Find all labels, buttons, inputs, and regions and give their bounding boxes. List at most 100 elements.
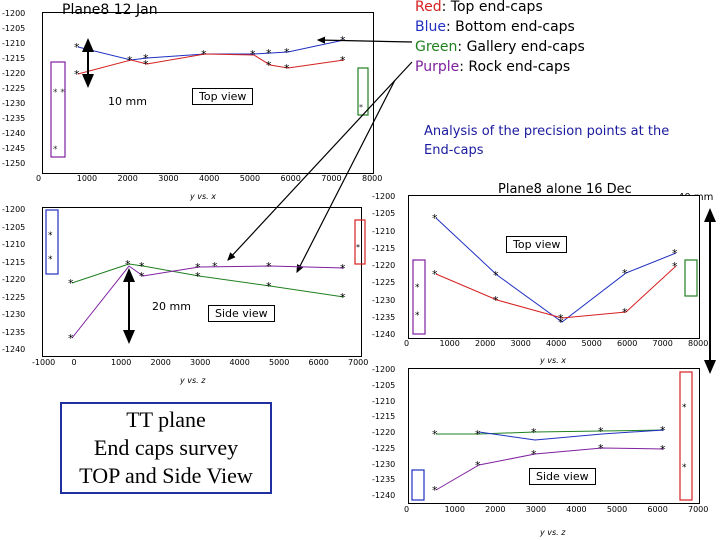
legend-purple-prefix: Purple — [415, 59, 460, 75]
svg-text:*: * — [201, 48, 207, 61]
svg-text:*: * — [475, 428, 481, 441]
legend-purple: Purple: Rock end-caps — [415, 59, 570, 75]
x-tick-label: 1000 — [111, 358, 132, 367]
p3-purple-highlight — [412, 259, 426, 335]
p2-axis-title: y vs. z — [180, 376, 206, 385]
svg-text:*: * — [415, 283, 420, 293]
p3-green-highlight — [684, 259, 698, 297]
plot-top-view-16dec — [408, 195, 700, 339]
x-tick-label: 0 — [404, 339, 410, 348]
svg-text:*: * — [340, 262, 346, 275]
svg-text:*: * — [475, 459, 481, 472]
x-tick-label: 2000 — [150, 358, 171, 367]
y-tick-label: -1240 — [372, 330, 396, 339]
tt-plane-box: TT plane End caps survey TOP and Side Vi… — [60, 402, 272, 494]
p2-purple-series — [71, 265, 345, 339]
legend-red-text: : Top end-caps — [441, 0, 543, 15]
y-tick-label: -1205 — [2, 222, 26, 232]
tt-box-line3: TOP and Side View — [79, 463, 253, 488]
svg-text:*: * — [359, 103, 363, 112]
y-tick-label: -1240 — [2, 129, 26, 138]
x-tick-label: 0 — [36, 174, 42, 183]
x-tick-label: 8000 — [688, 339, 709, 348]
p3-axis-title: y vs. x — [540, 356, 566, 365]
p2-markers: ** ** ** *** * * * — [68, 258, 346, 345]
svg-text:*: * — [432, 484, 438, 497]
y-tick-label: -1200 — [2, 9, 26, 18]
svg-text:*: * — [682, 463, 687, 473]
x-tick-label: 7000 — [688, 505, 709, 514]
label-10mm: 10 mm — [108, 95, 147, 108]
p4-red-highlight — [679, 371, 693, 501]
y-tick-label: -1205 — [2, 24, 26, 33]
y-tick-label: -1210 — [372, 226, 396, 236]
x-tick-label: 4000 — [199, 174, 220, 183]
x-tick-label: 2000 — [475, 339, 496, 348]
x-tick-label: 2000 — [117, 174, 138, 183]
svg-text:*: * — [266, 59, 272, 72]
y-tick-label: -1200 — [372, 365, 396, 374]
y-tick-label: -1205 — [372, 380, 396, 390]
p1-red-series — [77, 53, 345, 75]
x-tick-label: 5000 — [606, 505, 628, 514]
x-tick-label: -1000 — [32, 358, 56, 367]
svg-text:*: * — [284, 62, 290, 75]
x-tick-label: 7000 — [348, 358, 369, 367]
y-tick-label: -1235 — [2, 114, 26, 123]
svg-text:*: * — [558, 316, 564, 329]
svg-text:*: * — [432, 268, 438, 281]
p1-purple-highlight — [50, 61, 66, 158]
p4-purple-series — [435, 447, 665, 491]
svg-text:*: * — [74, 41, 80, 54]
y-tick-label: -1200 — [2, 205, 26, 214]
p4-blue-highlight — [411, 469, 425, 501]
label-20mm: 20 mm — [152, 300, 191, 313]
svg-text:*: * — [48, 255, 53, 265]
x-tick-label: 3000 — [190, 358, 211, 367]
p2-red-highlight — [354, 219, 366, 265]
y-tick-label: -1230 — [2, 99, 26, 108]
p3-markers: ***** *** ** — [432, 212, 678, 329]
y-tick-label: -1230 — [372, 295, 396, 305]
x-tick-label: 4000 — [229, 358, 250, 367]
side-view-label-1: Side view — [208, 305, 275, 322]
p4-green-series — [436, 429, 665, 435]
y-tick-label: -1225 — [2, 292, 26, 302]
svg-text:*: * — [356, 243, 360, 252]
y-tick-label: -1215 — [372, 412, 396, 422]
x-tick-label: 0 — [404, 505, 410, 514]
x-tick-label: 3000 — [158, 174, 179, 183]
legend-green-text: : Gallery end-caps — [457, 39, 585, 55]
svg-text:*: * — [672, 247, 678, 260]
x-tick-label: 5000 — [581, 339, 602, 348]
legend-green-prefix: Green — [415, 39, 458, 55]
y-tick-label: -1215 — [372, 243, 396, 253]
svg-text:*: * — [266, 280, 272, 293]
x-tick-label: 6000 — [647, 505, 668, 514]
y-tick-label: -1215 — [2, 257, 26, 267]
svg-text:*: * — [284, 46, 290, 59]
arrow-to-p1 — [316, 36, 413, 44]
legend-blue-prefix: Blue — [415, 19, 446, 35]
legend-purple-text: : Rock end-caps — [459, 59, 571, 75]
y-tick-label: -1210 — [2, 39, 26, 48]
y-tick-label: -1250 — [2, 159, 26, 168]
legend-blue: Blue: Bottom end-caps — [415, 19, 575, 35]
y-tick-label: -1240 — [2, 345, 26, 354]
y-tick-label: -1225 — [372, 278, 396, 288]
svg-text:*: * — [672, 260, 678, 273]
svg-text:*: * — [415, 311, 420, 321]
svg-text:*: * — [68, 332, 74, 345]
y-tick-label: -1240 — [372, 491, 396, 500]
legend-green: Green: Gallery end-caps — [415, 39, 585, 55]
y-tick-label: -1220 — [2, 69, 26, 78]
svg-text:*: * — [250, 48, 256, 61]
svg-text:*: * — [125, 258, 131, 271]
tt-box-line2: End caps survey — [93, 435, 239, 460]
x-tick-label: 6000 — [280, 174, 301, 183]
y-tick-label: -1225 — [372, 443, 396, 453]
svg-text:*: * — [558, 312, 564, 325]
svg-text:*: * — [127, 54, 133, 67]
x-tick-label: 7000 — [652, 339, 673, 348]
